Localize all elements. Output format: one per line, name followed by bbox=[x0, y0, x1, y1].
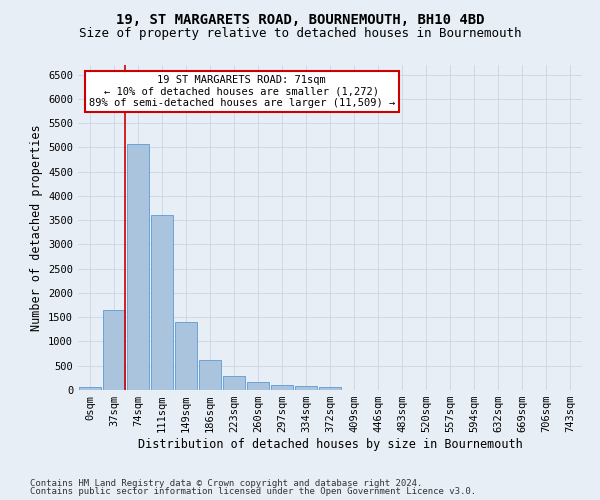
Text: Contains public sector information licensed under the Open Government Licence v3: Contains public sector information licen… bbox=[30, 487, 476, 496]
Bar bbox=[151, 216, 173, 390]
Y-axis label: Number of detached properties: Number of detached properties bbox=[29, 124, 43, 331]
Text: Contains HM Land Registry data © Crown copyright and database right 2024.: Contains HM Land Registry data © Crown c… bbox=[30, 478, 422, 488]
Bar bbox=[175, 322, 197, 390]
Bar bbox=[103, 310, 125, 390]
Text: 19 ST MARGARETS ROAD: 71sqm
← 10% of detached houses are smaller (1,272)
89% of : 19 ST MARGARETS ROAD: 71sqm ← 10% of det… bbox=[89, 74, 395, 108]
Text: 19, ST MARGARETS ROAD, BOURNEMOUTH, BH10 4BD: 19, ST MARGARETS ROAD, BOURNEMOUTH, BH10… bbox=[116, 12, 484, 26]
Bar bbox=[319, 387, 341, 390]
Bar bbox=[295, 386, 317, 390]
Bar bbox=[223, 376, 245, 390]
Text: Size of property relative to detached houses in Bournemouth: Size of property relative to detached ho… bbox=[79, 28, 521, 40]
Bar bbox=[271, 385, 293, 390]
Bar bbox=[199, 360, 221, 390]
Bar bbox=[247, 382, 269, 390]
Bar bbox=[79, 386, 101, 390]
Bar bbox=[127, 144, 149, 390]
X-axis label: Distribution of detached houses by size in Bournemouth: Distribution of detached houses by size … bbox=[137, 438, 523, 451]
